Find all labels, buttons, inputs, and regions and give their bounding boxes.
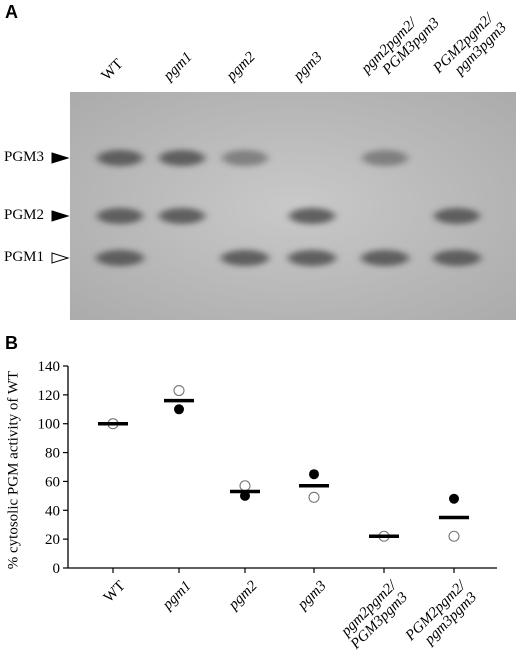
point-open-pgm3	[308, 491, 320, 503]
point-filled-pgm1	[174, 404, 184, 415]
y-tick-label: 20	[45, 532, 60, 548]
gel-band-pgm1-lane-1	[96, 250, 144, 266]
band-label-pgm3: PGM3	[4, 149, 45, 165]
gel-band-pgm2-lane-2	[159, 208, 205, 224]
band-label-pgm2: PGM2	[4, 207, 45, 223]
gel-band-pgm1-lane-4	[288, 250, 336, 266]
y-axis-label: % cytosolic PGM activity of WT	[5, 370, 22, 570]
y-tick-label: 120	[38, 388, 61, 404]
point-filled-pgm3	[309, 469, 319, 480]
point-open-pgm1	[173, 384, 185, 397]
band-marker-pgm1	[51, 252, 70, 264]
band-label-pgm1: PGM1	[4, 249, 45, 265]
y-tick-label: 60	[45, 474, 60, 490]
gel-band-pgm1-lane-6	[433, 250, 481, 266]
band-marker-pgm2	[51, 210, 70, 222]
band-markers	[51, 152, 70, 264]
gel-band-pgm2-lane-6	[434, 208, 480, 224]
point-open-pgm2pgm2-pgm3pgm3	[448, 530, 460, 542]
gel-band-pgm3-lane-5	[362, 150, 408, 166]
gel-band-pgm3-lane-1	[97, 150, 143, 166]
y-tick-label: 140	[38, 359, 61, 375]
y-tick-label: 40	[45, 503, 60, 519]
gel-band-pgm3-lane-2	[159, 150, 205, 166]
point-filled-pgm2pgm2-pgm3pgm3	[449, 493, 459, 504]
activity-chart: 0 20 40 60 80 100 120 140	[38, 359, 497, 577]
gel-band-pgm1-lane-3	[221, 250, 269, 266]
gel-band-pgm3-lane-3	[222, 150, 268, 166]
gel-band-pgm1-lane-5	[361, 250, 409, 266]
gel-image	[70, 92, 516, 320]
point-filled-pgm2	[240, 490, 250, 501]
y-tick-label: 0	[53, 561, 61, 577]
band-marker-pgm3	[51, 152, 70, 164]
y-tick-label: 80	[45, 446, 60, 462]
gel-bands	[96, 150, 481, 266]
panel-b-letter: B	[5, 333, 18, 353]
panel-a-letter: A	[5, 2, 18, 22]
y-tick-label: 100	[38, 417, 61, 433]
gel-band-pgm2-lane-1	[97, 208, 143, 224]
point-open-pgm2	[239, 480, 251, 492]
gel-band-pgm2-lane-4	[289, 208, 335, 224]
